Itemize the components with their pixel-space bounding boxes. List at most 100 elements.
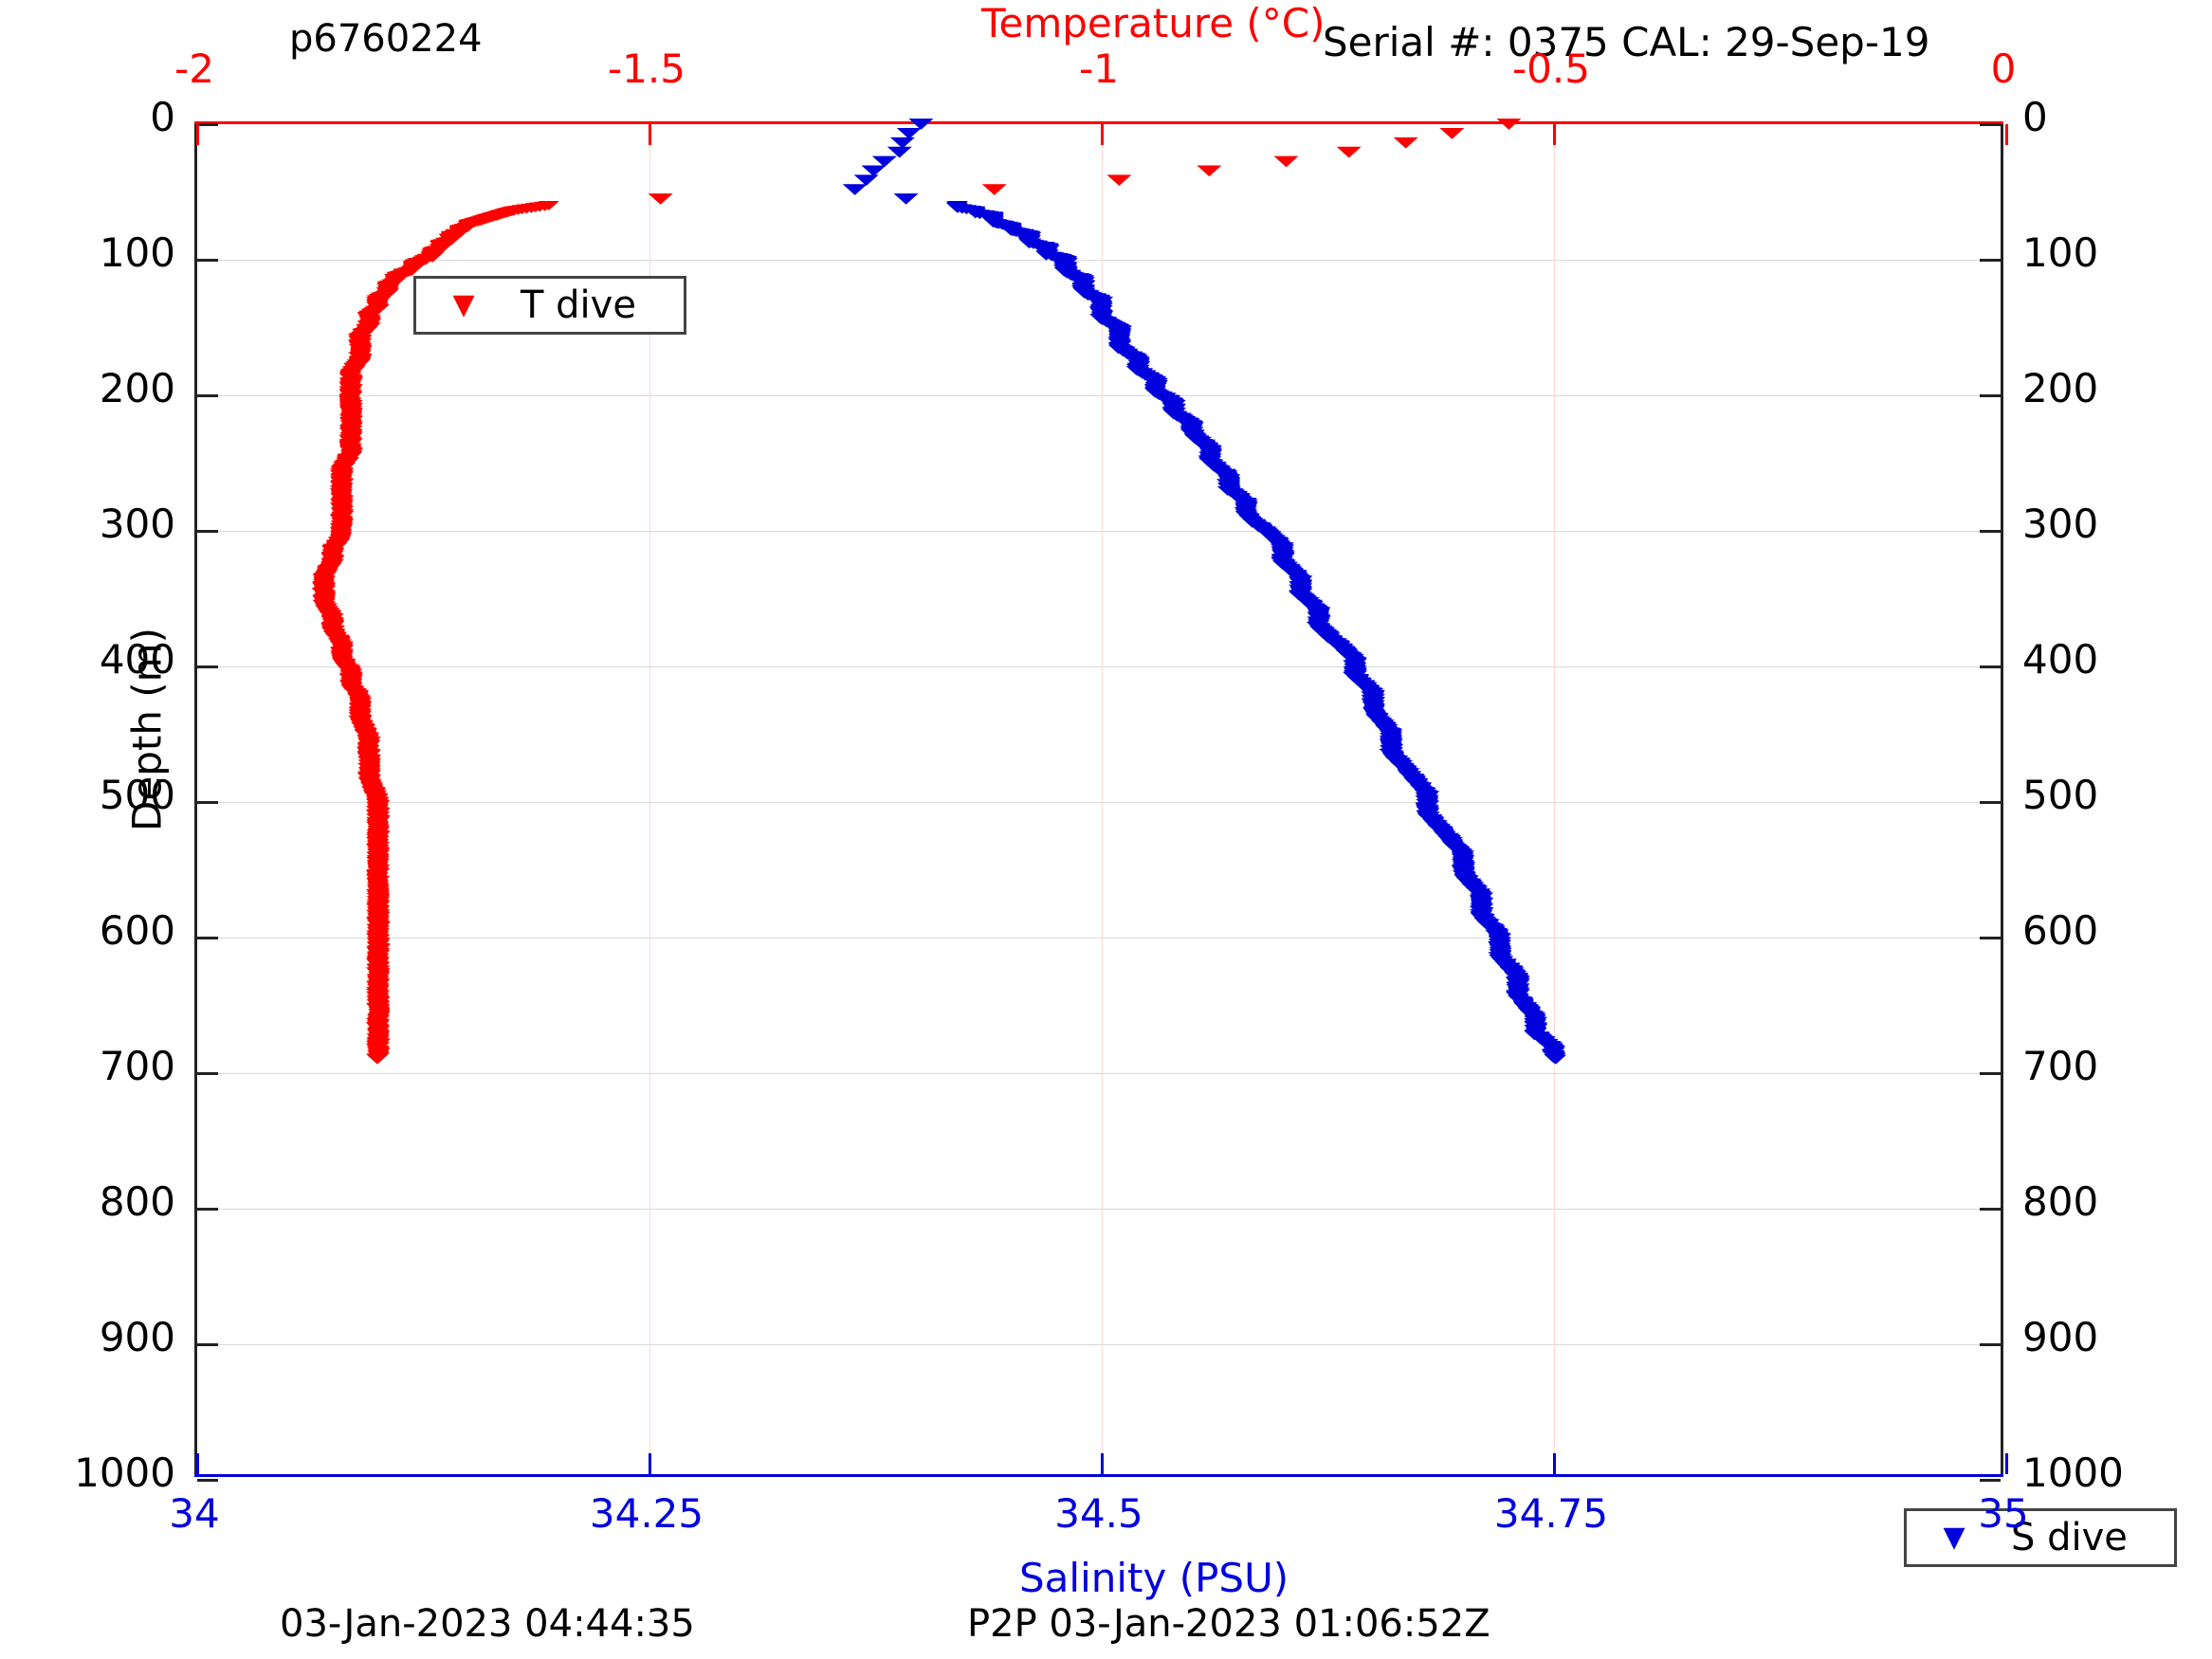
tick-depth-left xyxy=(197,259,218,262)
tick-label-depth-left: 900 xyxy=(99,1314,175,1360)
tick-label-temperature: -2 xyxy=(174,46,214,92)
tick-depth-left xyxy=(197,665,218,668)
data-marker xyxy=(893,193,919,205)
series-temperature xyxy=(311,118,1522,1065)
tick-label-depth-left: 500 xyxy=(99,772,175,818)
plot-area: ▼ T dive ▼ S dive xyxy=(194,118,2177,1567)
tick-label-depth-right: 1000 xyxy=(2022,1449,2124,1496)
tick-label-temperature: -1.5 xyxy=(608,46,686,92)
tick-label-depth-left: 300 xyxy=(99,501,175,547)
gridline-horizontal xyxy=(197,666,2001,667)
tick-label-depth-right: 600 xyxy=(2022,907,2099,954)
legend-salinity[interactable]: ▼ S dive xyxy=(1904,1508,2177,1567)
gridline-horizontal xyxy=(197,1209,2001,1210)
tick-depth-right xyxy=(1980,937,2001,939)
tick-temperature-top xyxy=(1101,124,1104,145)
series-salinity xyxy=(842,118,1567,1065)
data-marker xyxy=(908,118,934,130)
gridline-horizontal xyxy=(197,802,2001,803)
tick-depth-left xyxy=(197,1479,218,1482)
tick-label-depth-left: 1000 xyxy=(74,1449,175,1496)
gridline-horizontal xyxy=(197,395,2001,396)
tick-depth-right xyxy=(1980,1072,2001,1075)
tick-temperature-top xyxy=(196,124,199,145)
tick-label-depth-left: 0 xyxy=(150,94,175,140)
dive-id-label: p6760224 xyxy=(289,17,483,61)
tick-depth-right xyxy=(1980,801,2001,804)
tick-label-depth-right: 700 xyxy=(2022,1043,2099,1089)
legend-label-salinity: S dive xyxy=(2011,1516,2128,1559)
legend-label-temperature: T dive xyxy=(521,283,636,327)
tick-label-salinity: 35 xyxy=(1978,1490,2029,1537)
tick-salinity-bottom xyxy=(196,1453,199,1474)
data-series-layer xyxy=(311,118,1567,1065)
tick-label-depth-right: 100 xyxy=(2022,229,2099,276)
tick-depth-left xyxy=(197,1072,218,1075)
tick-depth-right xyxy=(1980,394,2001,397)
tick-depth-right xyxy=(1980,665,2001,668)
tick-depth-right xyxy=(1980,259,2001,262)
gridline-vertical xyxy=(1102,124,1103,1474)
tick-label-salinity: 34.75 xyxy=(1493,1490,1609,1537)
tick-label-depth-right: 200 xyxy=(2022,365,2099,411)
top-axis-line xyxy=(194,121,2003,124)
tick-label-depth-left: 600 xyxy=(99,907,175,954)
tick-label-temperature: -0.5 xyxy=(1512,46,1590,92)
tick-label-depth-right: 400 xyxy=(2022,636,2099,683)
tick-salinity-bottom xyxy=(1101,1453,1104,1474)
gridline-vertical xyxy=(1554,124,1555,1474)
data-marker xyxy=(648,193,673,205)
tick-salinity-bottom xyxy=(649,1453,651,1474)
data-marker xyxy=(871,155,897,168)
tick-depth-left xyxy=(197,1343,218,1346)
data-marker xyxy=(981,184,1007,195)
tick-salinity-bottom xyxy=(1553,1453,1556,1474)
depth-axis-title: Depth (m) xyxy=(123,628,171,831)
data-marker xyxy=(861,165,887,177)
tick-depth-left xyxy=(197,937,218,939)
tick-label-salinity: 34.5 xyxy=(1054,1490,1143,1537)
tick-label-depth-right: 900 xyxy=(2022,1314,2099,1360)
tick-label-depth-right: 0 xyxy=(2022,94,2048,140)
tick-label-salinity: 34.25 xyxy=(589,1490,704,1537)
tick-temperature-top xyxy=(649,124,651,145)
tick-label-depth-left: 200 xyxy=(99,365,175,411)
tick-label-depth-left: 100 xyxy=(99,229,175,276)
salinity-axis-title: Salinity (PSU) xyxy=(1019,1555,1289,1601)
gridline-vertical xyxy=(649,124,650,1474)
data-marker xyxy=(1106,174,1132,187)
tick-depth-right xyxy=(1980,530,2001,533)
bottom-axis-line xyxy=(194,1474,2003,1477)
legend-temperature[interactable]: ▼ T dive xyxy=(413,276,686,335)
data-marker xyxy=(1439,128,1465,139)
legend-marker-temperature-icon: ▼ xyxy=(452,288,475,321)
start-time-label: 03-Jan-2023 04:44:35 xyxy=(280,1602,695,1646)
data-marker xyxy=(1545,1054,1567,1065)
tick-depth-right xyxy=(1980,1208,2001,1211)
temperature-axis-title: Temperature (°C) xyxy=(981,0,1325,46)
data-marker xyxy=(887,146,912,158)
data-marker xyxy=(1273,155,1299,168)
tick-depth-left xyxy=(197,394,218,397)
gridline-horizontal xyxy=(197,938,2001,939)
tick-label-salinity: 34 xyxy=(169,1490,220,1537)
tick-depth-left xyxy=(197,123,218,126)
data-marker xyxy=(896,128,922,139)
tick-depth-right xyxy=(1980,1343,2001,1346)
legend-marker-salinity-icon: ▼ xyxy=(1943,1521,1965,1554)
tick-label-depth-right: 800 xyxy=(2022,1178,2099,1225)
gridline-horizontal xyxy=(197,1073,2001,1074)
tick-depth-left xyxy=(197,801,218,804)
gridline-horizontal xyxy=(197,531,2001,532)
data-marker xyxy=(842,184,868,195)
data-marker xyxy=(889,137,915,149)
tick-label-depth-right: 500 xyxy=(2022,772,2099,818)
tick-label-temperature: 0 xyxy=(1990,46,2017,92)
data-marker xyxy=(1336,146,1362,158)
gridline-horizontal xyxy=(197,1344,2001,1345)
tick-label-temperature: -1 xyxy=(1079,46,1119,92)
data-marker xyxy=(366,1054,388,1065)
tick-label-depth-left: 700 xyxy=(99,1043,175,1089)
tick-label-depth-right: 300 xyxy=(2022,501,2099,547)
